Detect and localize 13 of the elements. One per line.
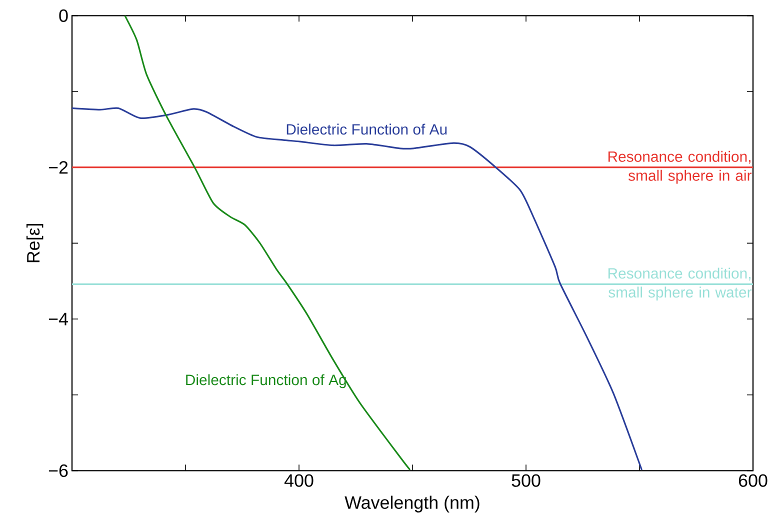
x-tick-label: 600 [738,474,768,487]
ref-line-label: Resonance condition, small sphere in air [608,150,752,184]
y-axis-title: Re[ε] [26,224,44,262]
ref-line-label: Resonance condition, small sphere in water [608,268,752,301]
y-tick-label: −2 [48,161,68,174]
line-series [124,16,411,471]
series-label: Dielectric Function of Au [286,124,447,135]
y-tick-label: 0 [59,9,68,22]
y-tick-label: −4 [48,312,68,326]
x-axis-title: Wavelength (nm) [344,496,480,512]
x-tick-label: 400 [284,474,314,487]
x-tick-label: 500 [512,474,540,487]
y-tick-label: −6 [48,464,68,478]
